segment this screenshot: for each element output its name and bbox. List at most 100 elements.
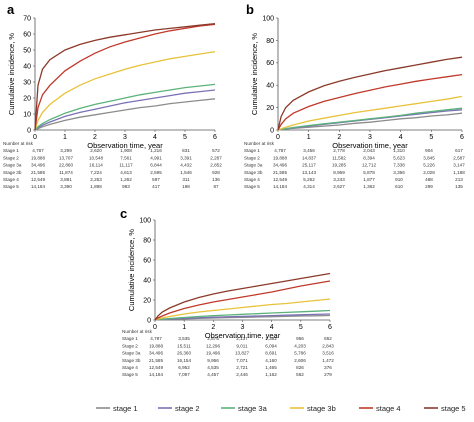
risk-cell: 831 bbox=[182, 148, 190, 153]
risk-cell: 9,011 bbox=[236, 343, 248, 348]
risk-cell: 1,262 bbox=[120, 177, 132, 182]
risk-cell: 14,837 bbox=[302, 155, 316, 160]
series-line-stage-3a bbox=[277, 107, 463, 131]
risk-cell: 4,991 bbox=[150, 155, 162, 160]
risk-row-label: Stage 4 bbox=[122, 365, 138, 370]
risk-cell: 7,071 bbox=[236, 358, 248, 363]
series-line-stage-3b bbox=[34, 50, 216, 131]
risk-cell: 3,845 bbox=[423, 155, 435, 160]
risk-cell: 11,117 bbox=[119, 163, 133, 168]
risk-row-label: Stage 3a bbox=[244, 163, 263, 168]
y-axis-title: Cumulative incidence, % bbox=[127, 229, 136, 311]
risk-cell: 2,028 bbox=[423, 170, 435, 175]
risk-cell: 3,356 bbox=[393, 170, 405, 175]
risk-cell: 21,585 bbox=[273, 170, 287, 175]
risk-cell: 4,203 bbox=[294, 343, 306, 348]
risk-cell: 2,043 bbox=[363, 148, 375, 153]
risk-cell: 376 bbox=[324, 365, 332, 370]
legend-label: stage 2 bbox=[175, 404, 200, 413]
risk-cell: 2,587 bbox=[453, 155, 465, 160]
risk-cell: 12,296 bbox=[206, 343, 220, 348]
x-tick-label: 4 bbox=[399, 134, 403, 141]
risk-cell: 25,117 bbox=[302, 163, 316, 168]
x-tick-label: 2 bbox=[337, 134, 341, 141]
y-tick-label: 0 bbox=[147, 317, 151, 324]
y-tick-label: 40 bbox=[143, 277, 151, 284]
risk-cell: 3,456 bbox=[303, 148, 315, 153]
risk-cell: 9,956 bbox=[207, 358, 219, 363]
risk-cell: 4,787 bbox=[274, 148, 286, 153]
risk-cell: 6,952 bbox=[178, 365, 190, 370]
risk-cell: 1,362 bbox=[363, 184, 375, 189]
risk-cell: 4,613 bbox=[120, 170, 132, 175]
series-line-stage-2 bbox=[277, 109, 463, 131]
risk-cell: 2,778 bbox=[333, 148, 345, 153]
risk-cell: 617 bbox=[455, 148, 463, 153]
risk-cell: 1,216 bbox=[150, 148, 162, 153]
y-tick-label: 100 bbox=[262, 15, 274, 22]
risk-cell: 19,285 bbox=[332, 163, 346, 168]
risk-cell: 3,391 bbox=[180, 155, 192, 160]
x-axis-title: Observation time, year bbox=[87, 141, 163, 150]
risk-cell: 2,852 bbox=[210, 163, 222, 168]
risk-cell: 1,465 bbox=[265, 365, 277, 370]
risk-cell: 3,243 bbox=[333, 177, 345, 182]
risk-cell: 5,226 bbox=[423, 163, 435, 168]
panel-c: c 0 20 40 60 80 100 0 1 2 3 4 5 6 Observation time, ye… bbox=[120, 206, 334, 377]
risk-cell: 826 bbox=[296, 365, 304, 370]
risk-cell: 488 bbox=[425, 177, 433, 182]
risk-cell: 34,496 bbox=[149, 351, 163, 356]
y-tick-label: 50 bbox=[23, 47, 31, 54]
risk-row-label: Stage 1 bbox=[3, 148, 19, 153]
risk-cell: 928 bbox=[212, 170, 220, 175]
risk-cell: 2,843 bbox=[322, 343, 334, 348]
risk-row-label: Stage 1 bbox=[122, 336, 138, 341]
risk-row-label: Stage 3b bbox=[244, 170, 263, 175]
x-axis-title: Observation time, year bbox=[205, 331, 281, 340]
series-line-stage-5 bbox=[277, 56, 463, 131]
series-line-stage-5 bbox=[34, 22, 216, 131]
y-tick-label: 80 bbox=[266, 38, 274, 45]
x-tick-label: 2 bbox=[211, 324, 215, 331]
x-tick-label: 5 bbox=[299, 324, 303, 331]
y-axis-title: Cumulative incidence, % bbox=[7, 33, 16, 115]
risk-cell: 5,878 bbox=[363, 170, 375, 175]
risk-cell: 562 bbox=[296, 372, 304, 377]
x-tick-label: 4 bbox=[153, 134, 157, 141]
risk-cell: 7,338 bbox=[393, 163, 405, 168]
risk-table-header: Number at risk bbox=[3, 141, 34, 146]
risk-cell: 3,390 bbox=[60, 184, 72, 189]
risk-row-label: Stage 3b bbox=[122, 358, 141, 363]
risk-cell: 213 bbox=[455, 177, 463, 182]
risk-cell: 1,310 bbox=[393, 148, 405, 153]
y-tick-label: 100 bbox=[139, 217, 151, 224]
risk-cell: 12,549 bbox=[149, 365, 163, 370]
risk-cell: 3,881 bbox=[60, 177, 72, 182]
y-tick-label: 40 bbox=[266, 83, 274, 90]
risk-table-header: Number at risk bbox=[122, 329, 153, 334]
risk-cell: 26,360 bbox=[177, 351, 191, 356]
risk-cell: 8,959 bbox=[333, 170, 345, 175]
risk-cell: 6,844 bbox=[150, 163, 162, 168]
risk-row-label: Stage 5 bbox=[3, 184, 19, 189]
x-tick-label: 3 bbox=[368, 134, 372, 141]
y-tick-label: 20 bbox=[143, 297, 151, 304]
x-tick-label: 4 bbox=[270, 324, 274, 331]
risk-cell: 4,160 bbox=[265, 358, 277, 363]
risk-cell: 14,184 bbox=[273, 184, 287, 189]
x-tick-label: 6 bbox=[213, 134, 217, 141]
risk-cell: 22,860 bbox=[59, 163, 73, 168]
risk-cell: 34,496 bbox=[31, 163, 45, 168]
risk-cell: 652 bbox=[324, 336, 332, 341]
risk-cell: 4,314 bbox=[303, 184, 315, 189]
y-tick-label: 60 bbox=[266, 60, 274, 67]
risk-cell: 135 bbox=[455, 184, 463, 189]
risk-cell: 136 bbox=[212, 177, 220, 182]
risk-cell: 2,137 bbox=[236, 336, 248, 341]
risk-cell: 14,184 bbox=[149, 372, 163, 377]
risk-cell: 11,582 bbox=[332, 155, 346, 160]
risk-cell: 279 bbox=[324, 372, 332, 377]
x-axis-title: Observation time, year bbox=[332, 141, 408, 150]
risk-cell: 983 bbox=[122, 184, 130, 189]
